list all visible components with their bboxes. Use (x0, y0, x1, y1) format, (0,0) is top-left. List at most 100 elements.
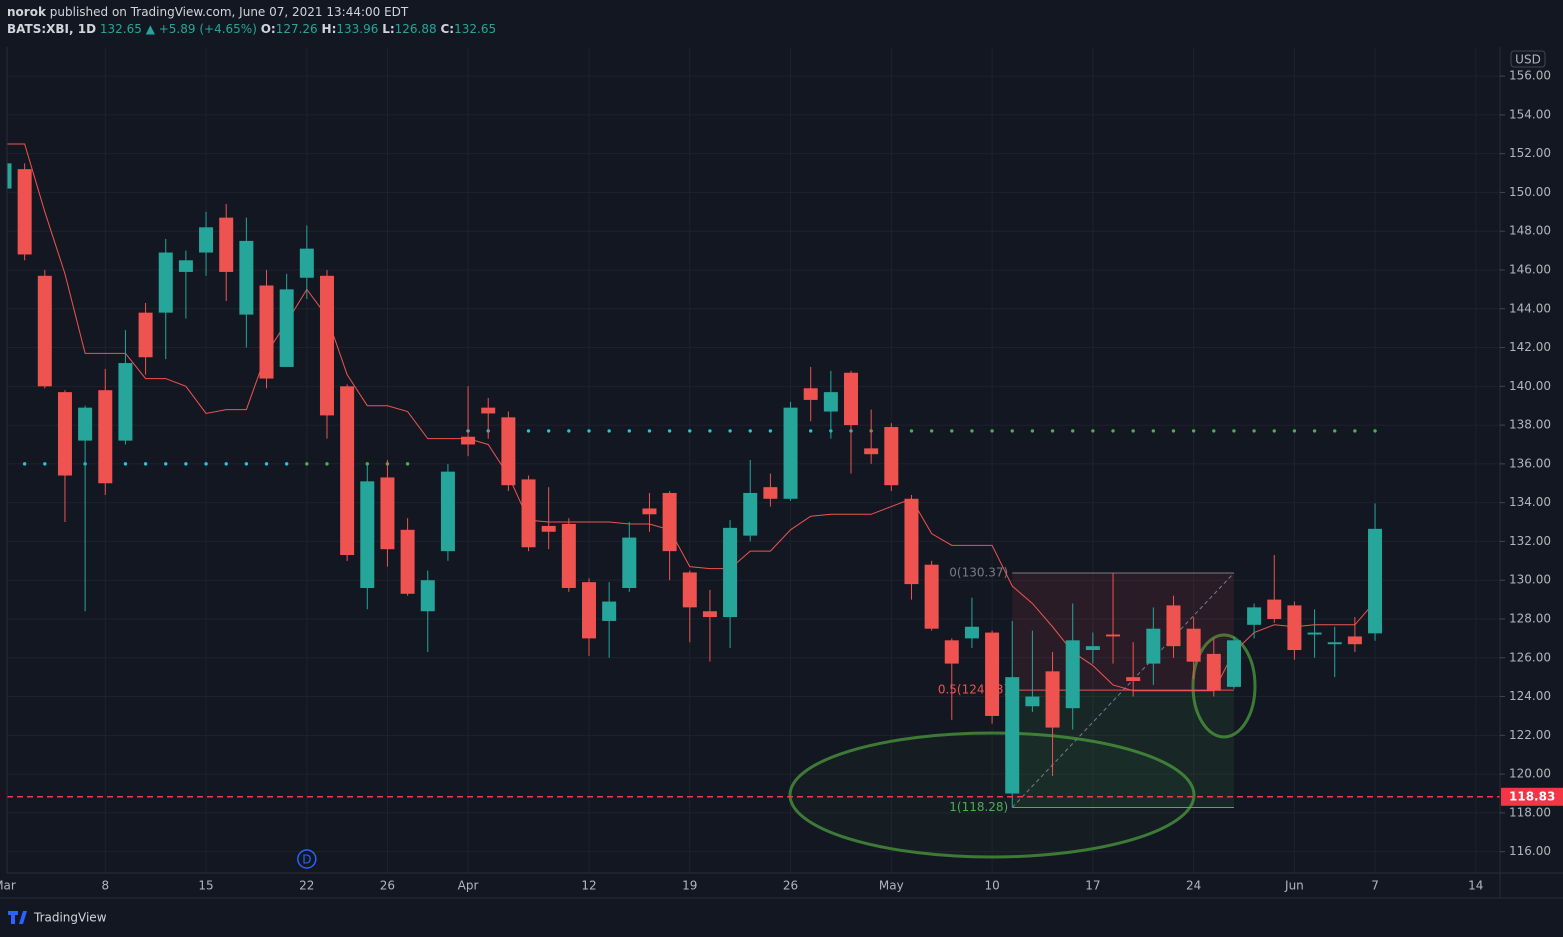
level-dot (204, 462, 208, 466)
brand: TradingView (8, 911, 107, 925)
y-tick-label: 116.00 (1509, 844, 1551, 858)
x-tick-label: 15 (198, 879, 213, 893)
candle-body (1206, 653, 1221, 691)
level-dot (627, 429, 632, 433)
candle-body (1347, 636, 1362, 645)
candle-body (1267, 599, 1282, 619)
level-dot (647, 429, 652, 433)
grid (7, 47, 1500, 873)
candle-body (319, 275, 334, 416)
level-dot (405, 462, 410, 466)
level-dot (1232, 429, 1236, 433)
candle-body (279, 289, 294, 367)
y-tick-label: 130.00 (1509, 573, 1551, 587)
level-dot (1353, 429, 1357, 433)
price-label-bg (1501, 787, 1563, 806)
level-dot (1312, 429, 1317, 433)
candle-body (642, 508, 657, 515)
candle-body (1368, 528, 1383, 634)
y-tick-label: 120.00 (1509, 767, 1551, 781)
event-marker (297, 849, 317, 869)
brand-logo (8, 911, 27, 924)
candle-body (299, 248, 314, 278)
candle-body (1106, 634, 1121, 637)
y-tick-label: 128.00 (1509, 611, 1551, 625)
event-label: D (302, 853, 311, 867)
candle-body (1126, 677, 1141, 682)
y-tick-label: 156.00 (1509, 69, 1551, 83)
level-dot (123, 462, 128, 466)
level-dot (809, 429, 813, 433)
x-tick-label: Jun (1284, 879, 1304, 893)
y-tick-label: 152.00 (1509, 146, 1551, 160)
candle-body (420, 580, 435, 612)
currency-badge (1510, 50, 1546, 68)
x-tick-label: Mar (0, 879, 16, 893)
candle-body (481, 407, 496, 414)
level-dot (22, 462, 27, 466)
fib-label: 1(118.28) (949, 800, 1008, 814)
level-dot (607, 429, 611, 433)
candle-body (1307, 632, 1322, 635)
candle-body (380, 477, 395, 550)
candle-body (1065, 640, 1080, 709)
candle-body (1166, 605, 1181, 647)
candle-body (1186, 628, 1201, 662)
symbol: BATS:XBI, 1D (7, 22, 97, 36)
level-dot (1071, 429, 1075, 433)
candle-body (158, 252, 173, 313)
candle-body (199, 227, 214, 253)
candle-body (7, 163, 12, 189)
candle-body (803, 388, 818, 400)
candle-body (763, 487, 778, 499)
fib-zone (1012, 573, 1234, 691)
level-dot (1010, 429, 1014, 433)
x-tick-label: 8 (101, 879, 109, 893)
level-dot (1252, 429, 1256, 433)
candle-body (340, 386, 355, 556)
x-tick-label: 17 (1085, 879, 1100, 893)
level-dot (950, 429, 954, 433)
y-tick-label: 126.00 (1509, 650, 1551, 664)
low: 126.88 (394, 22, 437, 36)
level-dot (1171, 429, 1176, 433)
h-label: H: (321, 22, 337, 36)
candle-body (37, 275, 52, 387)
x-tick-label: 22 (299, 879, 314, 893)
candle-body (904, 498, 919, 585)
candle-body (360, 481, 375, 588)
y-tick-label: 118.00 (1509, 805, 1551, 819)
candle-body (1085, 646, 1100, 651)
x-tick-label: May (879, 879, 904, 893)
candle-body (1287, 605, 1302, 651)
candle-body (17, 169, 32, 255)
candle-body (78, 407, 93, 441)
y-tick-label: 140.00 (1509, 379, 1551, 393)
x-tick-label: 14 (1468, 879, 1483, 893)
candle-body (259, 285, 274, 379)
y-tick-label: 124.00 (1509, 689, 1551, 703)
candle-body (823, 392, 838, 412)
published: published on TradingView.com, June 07, 2… (49, 5, 409, 19)
candle-body (1226, 640, 1241, 687)
candle-body (57, 392, 72, 476)
level-dot (768, 429, 773, 433)
highlight-ellipse (788, 731, 1196, 859)
level-dot (667, 429, 672, 433)
y-tick-label: 144.00 (1509, 301, 1551, 315)
candle-body (1247, 607, 1262, 625)
y-tick-label: 138.00 (1509, 418, 1551, 432)
candle-body (1005, 677, 1020, 794)
candle-body (461, 436, 476, 445)
price-label: 118.83 (1509, 789, 1555, 803)
level-dot (546, 429, 551, 433)
publish-line: norok published on TradingView.com, June… (7, 4, 496, 21)
axes: 116.00 118.00 120.00 122.00 124.00 126.00 128.… (0, 50, 1563, 893)
level-dot (1272, 429, 1276, 433)
plot: 0(130.37)0.5(124.33)1(118.28)D (7, 143, 1500, 869)
level-dot (1131, 429, 1135, 433)
level-dot (1050, 429, 1055, 433)
level-dot (708, 429, 712, 433)
candle-body (783, 407, 798, 499)
